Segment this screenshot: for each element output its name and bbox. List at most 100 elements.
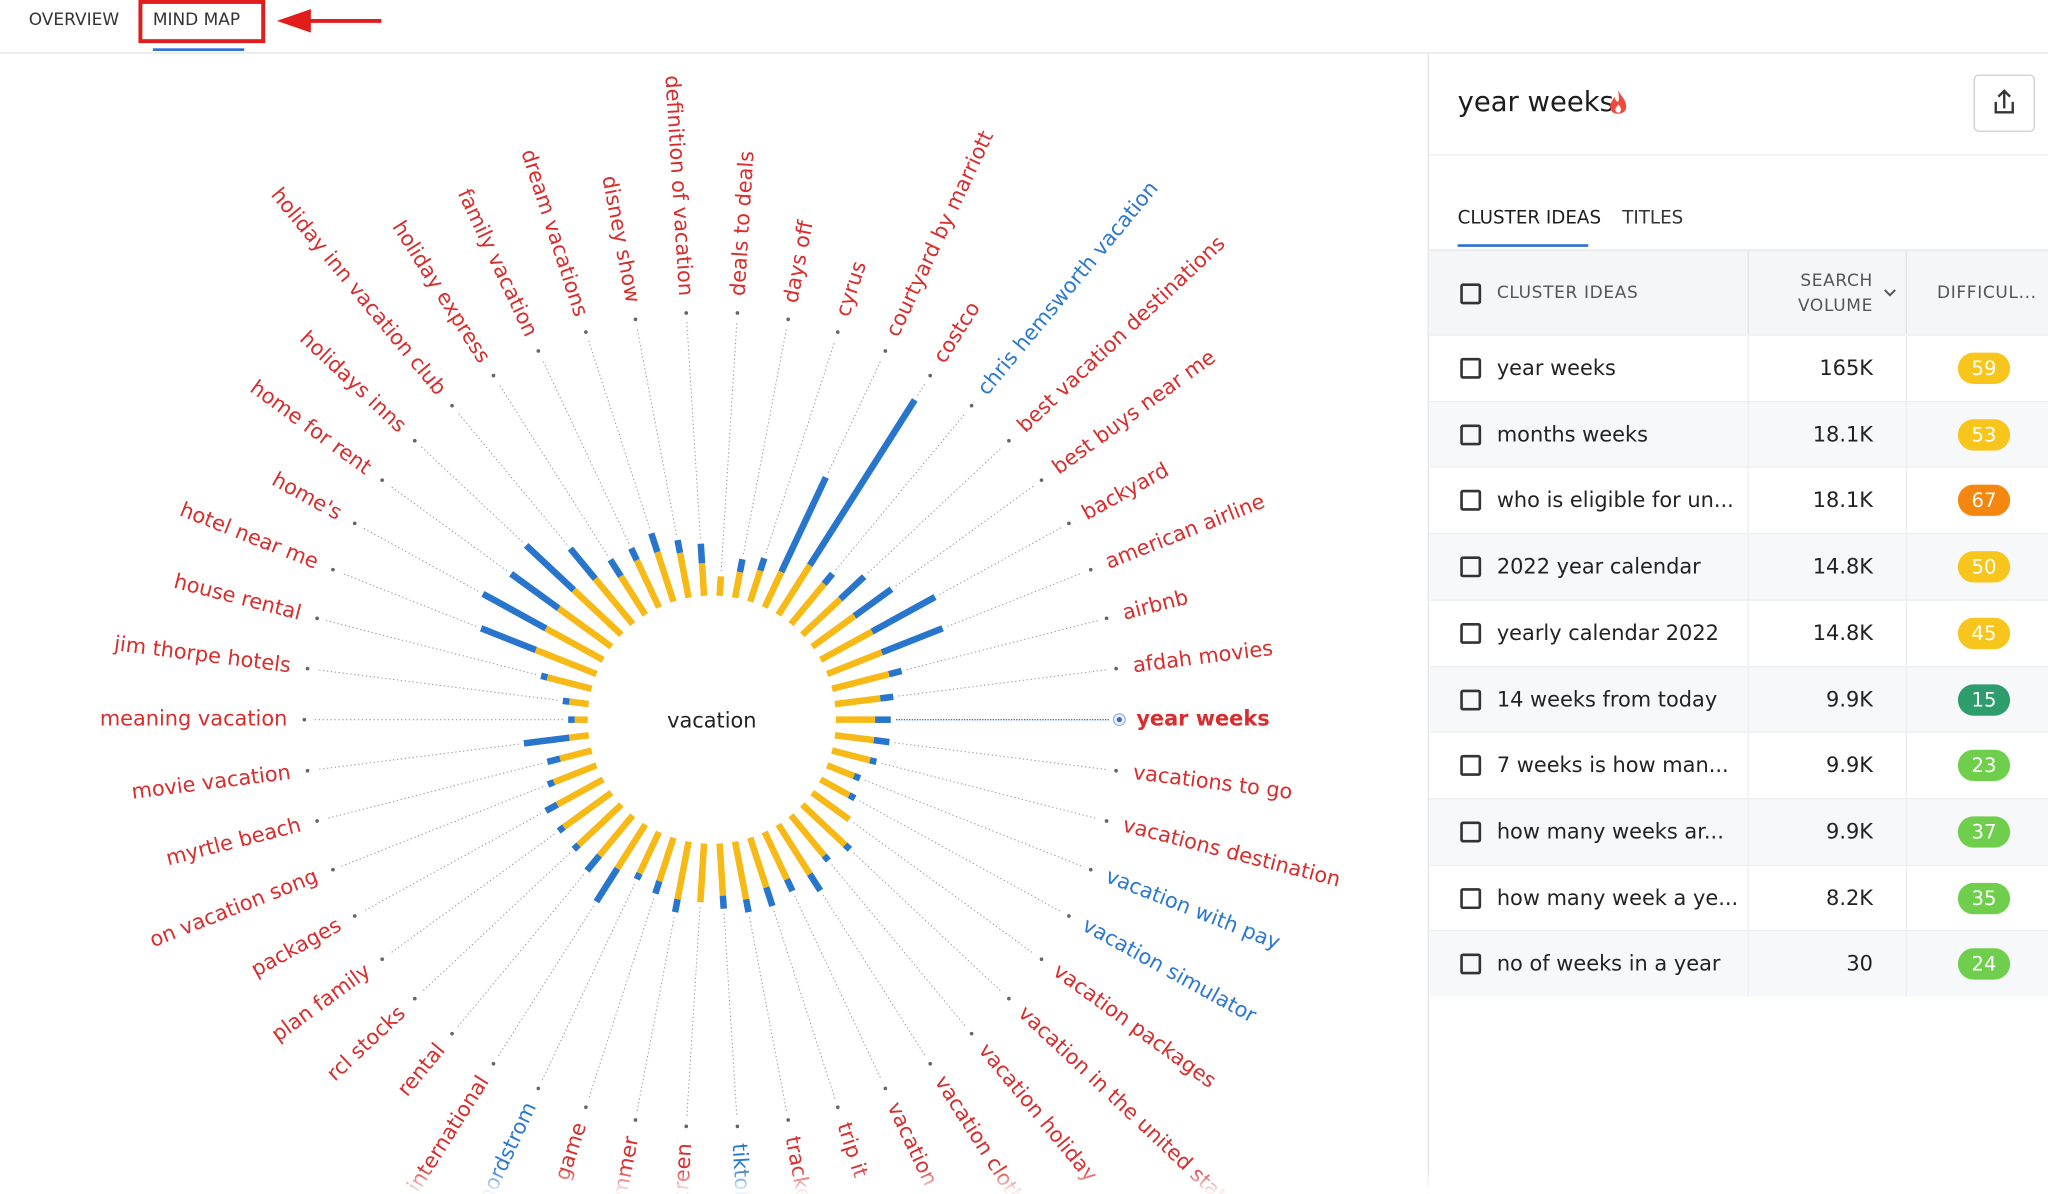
node-dot	[786, 317, 791, 322]
connector	[742, 328, 787, 555]
node-dot	[1114, 768, 1118, 773]
table-row[interactable]: yearly calendar 2022 14.8K 45	[1428, 599, 2048, 666]
bar-blue	[652, 880, 663, 895]
keyword-label: definition of vacation	[660, 75, 698, 297]
table-row[interactable]: who is eligible for un... 18.1K 67	[1428, 466, 2048, 534]
bar-blue	[607, 558, 624, 579]
connector	[421, 446, 523, 543]
connector	[636, 917, 675, 1112]
table-header: CLUSTER IDEAS SEARCH VOLUME DIFFICUL...	[1428, 249, 2048, 336]
column-divider	[1905, 600, 1907, 666]
connector	[906, 620, 1098, 671]
table-row[interactable]: year weeks 165K 59	[1428, 334, 2048, 401]
checkbox[interactable]	[1460, 357, 1482, 379]
checkbox[interactable]	[1460, 283, 1482, 305]
keyword: how many week a ye...	[1496, 885, 1739, 910]
node-dot	[969, 403, 974, 408]
difficulty-badge: 67	[1957, 485, 2011, 517]
column-header[interactable]: SEARCH VOLUME	[1797, 271, 1873, 317]
bar-blue	[648, 532, 661, 553]
tab-mind-map[interactable]: MIND MAP	[152, 10, 241, 31]
bar-yellow	[697, 843, 708, 903]
tab-cluster-ideas[interactable]: CLUSTER IDEAS	[1457, 207, 1602, 229]
bar-yellow	[561, 789, 614, 830]
bar-yellow	[633, 558, 662, 609]
keyword: 2022 year calendar	[1496, 553, 1701, 579]
table-row[interactable]: 7 weeks is how man... 9.9K 23	[1428, 731, 2048, 799]
connector	[723, 913, 738, 1118]
bottom-fade	[0, 1167, 2048, 1194]
checkbox[interactable]	[1460, 755, 1482, 777]
table-row[interactable]: how many weeks ar... 9.9K 37	[1428, 797, 2048, 865]
connector	[316, 669, 558, 701]
bar-blue	[852, 772, 862, 782]
node-dot	[1007, 438, 1011, 443]
checkbox[interactable]	[1460, 688, 1482, 710]
connector	[835, 412, 967, 571]
bar-yellow	[716, 843, 727, 896]
bar-yellow	[656, 836, 677, 883]
bar-yellow	[761, 830, 790, 881]
node-dot	[633, 317, 638, 322]
node-dot	[735, 1124, 740, 1129]
checkbox[interactable]	[1460, 622, 1482, 644]
column-divider	[1747, 931, 1749, 997]
panel-divider	[1427, 53, 1429, 1194]
node-dot	[1104, 616, 1109, 621]
checkbox[interactable]	[1460, 887, 1482, 909]
node-dot	[331, 567, 335, 572]
node-dot	[633, 1118, 638, 1122]
tab-titles[interactable]: TITLES	[1622, 207, 1684, 229]
bar-blue	[509, 571, 561, 611]
keyword: 14 weeks from today	[1496, 686, 1718, 712]
bar-blue	[821, 853, 831, 863]
bar-blue	[742, 898, 752, 913]
table-row[interactable]: 2022 year calendar 14.8K 50	[1428, 533, 2048, 600]
keyword-label: meaning vacation	[100, 707, 288, 731]
node-dot	[1104, 819, 1109, 823]
node-dot	[835, 1105, 840, 1110]
node-dot	[352, 914, 357, 918]
highlight-box	[138, 0, 266, 44]
red-arrow	[276, 9, 382, 33]
connector	[541, 883, 636, 1081]
bar-blue	[571, 842, 581, 852]
connector	[541, 358, 630, 544]
node-dot	[928, 373, 933, 378]
bar-yellow	[592, 576, 636, 627]
node-dot	[684, 1124, 689, 1129]
bar-blue	[523, 734, 570, 747]
bar-yellow	[810, 613, 857, 650]
bar-yellow	[775, 563, 813, 617]
keyword: how many weeks ar...	[1496, 818, 1724, 844]
checkbox[interactable]	[1460, 424, 1482, 445]
tab-overview[interactable]: OVERVIEW	[28, 10, 120, 31]
panel-title: year weeks	[1457, 86, 1614, 118]
checkbox[interactable]	[1460, 821, 1482, 843]
bar-blue	[870, 594, 937, 635]
bar-blue	[523, 542, 577, 593]
column-divider	[1905, 401, 1907, 468]
checkbox[interactable]	[1460, 490, 1482, 512]
connector	[588, 340, 651, 529]
connector	[898, 669, 1108, 697]
keyword-label: movie vacation	[130, 760, 292, 804]
table-row[interactable]: 14 weeks from today 9.9K 15	[1428, 665, 2048, 733]
connector	[636, 328, 678, 536]
column-header: CLUSTER IDEAS	[1496, 283, 1639, 304]
checkbox[interactable]	[1460, 556, 1482, 578]
bar-blue	[674, 539, 684, 554]
tab-underline	[152, 48, 245, 51]
node-dot	[305, 768, 310, 773]
checkbox[interactable]	[1460, 953, 1482, 975]
table-row[interactable]: no of weeks in a year 30 24	[1428, 930, 2048, 997]
column-divider	[1747, 335, 1749, 401]
bar-blue	[719, 895, 727, 909]
export-button[interactable]	[1973, 74, 2035, 132]
node-dot	[315, 616, 319, 621]
table-row[interactable]: months weeks 18.1K 53	[1428, 400, 2048, 468]
bar-blue	[736, 558, 746, 573]
search-volume: 9.9K	[1826, 686, 1873, 712]
table-row[interactable]: how many week a ye... 8.2K 35	[1428, 864, 2048, 931]
keyword-label: deals to deals	[726, 150, 759, 297]
